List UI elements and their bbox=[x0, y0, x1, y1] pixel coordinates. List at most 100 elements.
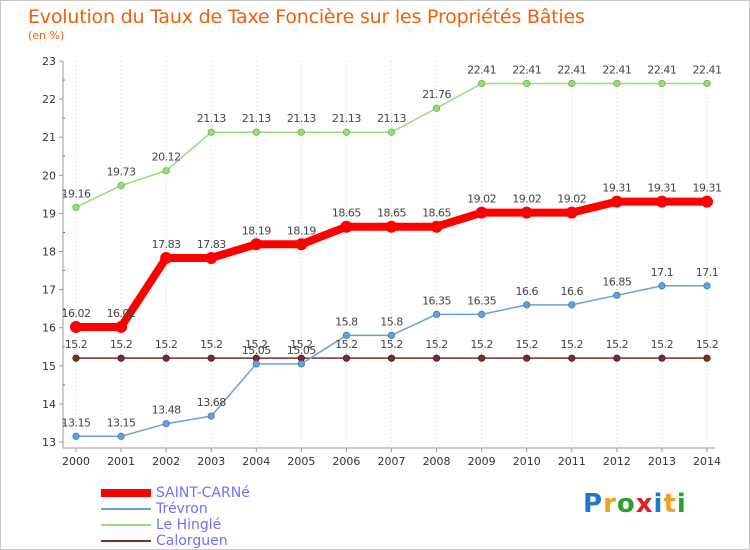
data-label: 18.65 bbox=[377, 207, 406, 220]
y-tick-label: 13 bbox=[42, 436, 56, 449]
legend-label: SAINT-CARNé bbox=[156, 485, 250, 501]
data-point bbox=[475, 206, 488, 219]
data-point bbox=[115, 320, 128, 333]
y-tick-label: 18 bbox=[42, 246, 56, 259]
data-point bbox=[207, 412, 215, 420]
x-tick-label: 2001 bbox=[107, 455, 135, 468]
data-label: 16.6 bbox=[515, 285, 538, 298]
chart-title: Evolution du Taux de Taxe Foncière sur l… bbox=[28, 6, 585, 28]
proxiti-logo: Proxiti bbox=[583, 489, 687, 519]
data-label: 22.41 bbox=[512, 63, 541, 76]
data-point bbox=[701, 195, 713, 208]
data-label: 18.19 bbox=[242, 224, 271, 237]
data-point bbox=[430, 220, 443, 233]
data-point bbox=[523, 301, 531, 309]
x-tick-label: 2005 bbox=[287, 455, 315, 468]
y-tick-label: 19 bbox=[42, 207, 56, 220]
data-label: 21.76 bbox=[422, 88, 451, 101]
data-point bbox=[252, 360, 260, 368]
logo-letter: i bbox=[676, 489, 687, 519]
logo-letter: P bbox=[583, 489, 604, 519]
data-point bbox=[117, 432, 125, 440]
x-tick-label: 2010 bbox=[513, 455, 541, 468]
data-label: 16.35 bbox=[467, 294, 496, 307]
data-label: 17.83 bbox=[152, 238, 181, 251]
data-point bbox=[70, 320, 82, 333]
data-point bbox=[478, 310, 486, 318]
x-tick-label: 2014 bbox=[693, 455, 721, 468]
legend-swatch-trevron bbox=[101, 508, 151, 510]
data-label: 15.2 bbox=[425, 338, 448, 351]
legend-swatch-le-hingle bbox=[101, 524, 151, 526]
data-point bbox=[655, 195, 668, 208]
data-point bbox=[613, 291, 621, 299]
data-label: 15.2 bbox=[380, 338, 403, 351]
x-tick-label: 2000 bbox=[62, 455, 90, 468]
data-label: 15.2 bbox=[110, 338, 133, 351]
data-point bbox=[565, 206, 578, 219]
data-point bbox=[523, 79, 531, 88]
data-point bbox=[658, 79, 666, 88]
data-label: 17.1 bbox=[651, 266, 674, 279]
data-label: 13.68 bbox=[197, 396, 226, 409]
data-point bbox=[658, 354, 666, 362]
data-label: 15.2 bbox=[290, 338, 313, 351]
data-point bbox=[523, 354, 531, 362]
data-point bbox=[520, 206, 533, 219]
data-label: 13.15 bbox=[62, 416, 91, 429]
y-tick-label: 15 bbox=[42, 360, 56, 373]
data-label: 20.12 bbox=[152, 151, 181, 164]
data-point bbox=[568, 79, 576, 88]
legend-swatch-saint-carne bbox=[101, 489, 151, 497]
data-point bbox=[205, 251, 218, 264]
data-point bbox=[297, 128, 305, 136]
data-label: 22.41 bbox=[602, 63, 631, 76]
data-label: 17.1 bbox=[696, 266, 719, 279]
data-label: 19.31 bbox=[602, 182, 631, 195]
data-label: 15.2 bbox=[200, 338, 223, 351]
data-point bbox=[432, 310, 441, 318]
y-tick-label: 16 bbox=[42, 322, 56, 335]
series-line bbox=[72, 197, 711, 331]
data-label: 18.65 bbox=[422, 207, 451, 220]
data-label: 15.05 bbox=[242, 344, 271, 357]
data-point bbox=[432, 104, 441, 112]
data-point bbox=[613, 79, 621, 88]
data-label: 15.8 bbox=[380, 315, 403, 328]
data-label: 22.41 bbox=[693, 63, 722, 76]
data-label: 15.2 bbox=[65, 338, 88, 351]
data-label: 13.48 bbox=[152, 404, 181, 417]
data-point bbox=[568, 301, 576, 309]
data-point bbox=[72, 203, 80, 211]
data-point bbox=[162, 354, 170, 362]
data-point bbox=[703, 354, 711, 362]
data-label: 15.2 bbox=[335, 338, 358, 351]
logo-letter: i bbox=[653, 489, 664, 519]
x-tick-label: 2003 bbox=[197, 455, 225, 468]
data-label: 15.2 bbox=[696, 338, 719, 351]
legend-label: Calorguen bbox=[156, 533, 228, 549]
data-label: 22.41 bbox=[647, 63, 676, 76]
logo-letter: o bbox=[616, 489, 636, 519]
data-point bbox=[72, 354, 80, 362]
logo-letter: x bbox=[635, 489, 654, 519]
data-label: 22.41 bbox=[557, 63, 586, 76]
data-point bbox=[658, 282, 666, 290]
data-label: 15.2 bbox=[561, 338, 584, 351]
data-label: 16.6 bbox=[561, 285, 584, 298]
data-point bbox=[295, 238, 308, 251]
data-label: 16.35 bbox=[422, 294, 451, 307]
data-point bbox=[207, 128, 215, 136]
data-label: 19.31 bbox=[693, 182, 722, 195]
data-label: 19.31 bbox=[647, 182, 676, 195]
data-label: 19.02 bbox=[467, 193, 496, 206]
data-label: 18.65 bbox=[332, 207, 361, 220]
x-tick-label: 2009 bbox=[468, 455, 496, 468]
y-tick-label: 20 bbox=[42, 169, 56, 182]
data-label: 21.13 bbox=[377, 112, 406, 125]
logo-letter: r bbox=[603, 489, 617, 519]
x-tick-label: 2008 bbox=[423, 455, 451, 468]
data-label: 15.2 bbox=[606, 338, 629, 351]
